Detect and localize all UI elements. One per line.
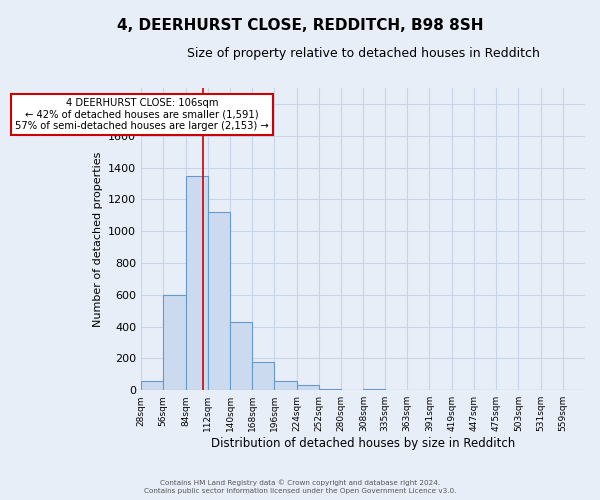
- Bar: [297, 384, 319, 390]
- Y-axis label: Number of detached properties: Number of detached properties: [92, 152, 103, 327]
- Text: Contains public sector information licensed under the Open Government Licence v3: Contains public sector information licen…: [144, 488, 456, 494]
- Bar: [185, 176, 208, 390]
- Bar: [208, 212, 230, 390]
- Text: 4, DEERHURST CLOSE, REDDITCH, B98 8SH: 4, DEERHURST CLOSE, REDDITCH, B98 8SH: [117, 18, 483, 32]
- Bar: [163, 295, 185, 390]
- Bar: [230, 322, 252, 390]
- Text: Contains HM Land Registry data © Crown copyright and database right 2024.: Contains HM Land Registry data © Crown c…: [160, 480, 440, 486]
- Bar: [274, 380, 297, 390]
- X-axis label: Distribution of detached houses by size in Redditch: Distribution of detached houses by size …: [211, 437, 515, 450]
- Title: Size of property relative to detached houses in Redditch: Size of property relative to detached ho…: [187, 48, 539, 60]
- Text: 4 DEERHURST CLOSE: 106sqm
← 42% of detached houses are smaller (1,591)
57% of se: 4 DEERHURST CLOSE: 106sqm ← 42% of detac…: [15, 98, 269, 131]
- Bar: [252, 362, 274, 390]
- Bar: [141, 380, 163, 390]
